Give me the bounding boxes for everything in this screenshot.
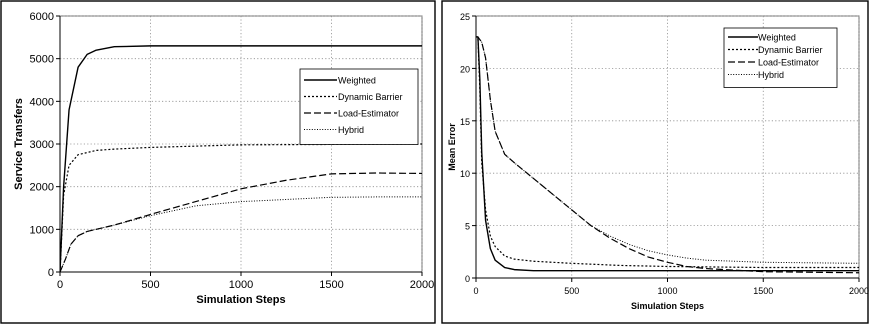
y-tick-label: 0 [465, 274, 470, 284]
y-tick-label: 1000 [30, 224, 54, 236]
y-tick-label: 20 [460, 64, 470, 74]
y-tick-label: 6000 [30, 11, 54, 23]
x-tick-label: 1500 [753, 286, 773, 296]
service-transfers-chart: 0 1000 2000 3000 4000 5000 6000 0 500 1000 1500 200… [0, 0, 436, 324]
x-tick-label: 1500 [319, 279, 343, 291]
legend-box [723, 27, 838, 88]
x-tick-label: 1000 [229, 279, 253, 291]
y-tick-label: 15 [460, 117, 470, 127]
legend-label: Weighted [758, 33, 796, 43]
y-axis-title: Service Transfers [13, 98, 25, 190]
x-axis-title: Simulation Steps [631, 301, 704, 311]
legend-label: Hybrid [338, 125, 364, 135]
legend-label: Load-Estimator [758, 58, 819, 68]
x-tick-label: 500 [564, 286, 579, 296]
x-tick-label: 0 [473, 286, 478, 296]
x-tick-label: 1000 [657, 286, 677, 296]
y-tick-label: 5000 [30, 54, 54, 66]
x-tick-label: 2000 [849, 286, 869, 296]
y-tick-label: 0 [48, 267, 54, 279]
x-tick-label: 0 [57, 279, 63, 291]
series-line-hybrid [60, 196, 422, 272]
y-tick-label: 5 [465, 222, 470, 232]
mean-error-chart: 0 5 10 15 20 25 0 500 1000 1500 2000 Simulation Ste… [441, 0, 869, 324]
x-axis-title: Simulation Steps [196, 294, 285, 306]
legend-label: Hybrid [758, 70, 784, 80]
series-line-dynamic-barrier [60, 143, 422, 272]
mean-error-chart-panel: 0 5 10 15 20 25 0 500 1000 1500 2000 Simulation Ste… [441, 0, 869, 324]
x-tick-label: 500 [141, 279, 159, 291]
y-axis-title: Mean Error [447, 123, 457, 171]
legend-label: Dynamic Barrier [338, 92, 403, 102]
legend-label: Weighted [338, 76, 376, 86]
legend-label: Load-Estimator [338, 109, 399, 119]
y-tick-label: 3000 [30, 139, 54, 151]
series-line-hybrid [476, 36, 859, 264]
service-transfers-chart-panel: 0 1000 2000 3000 4000 5000 6000 0 500 1000 1500 200… [0, 0, 436, 324]
chart-frame [0, 0, 436, 324]
legend-label: Dynamic Barrier [758, 45, 823, 55]
y-tick-label: 4000 [30, 96, 54, 108]
chart-frame [441, 0, 869, 324]
y-tick-label: 10 [460, 169, 470, 179]
x-tick-label: 2000 [410, 279, 434, 291]
legend-box [299, 68, 419, 145]
y-tick-label: 25 [460, 12, 470, 22]
y-tick-label: 2000 [30, 182, 54, 194]
series-line-weighted [60, 45, 422, 272]
